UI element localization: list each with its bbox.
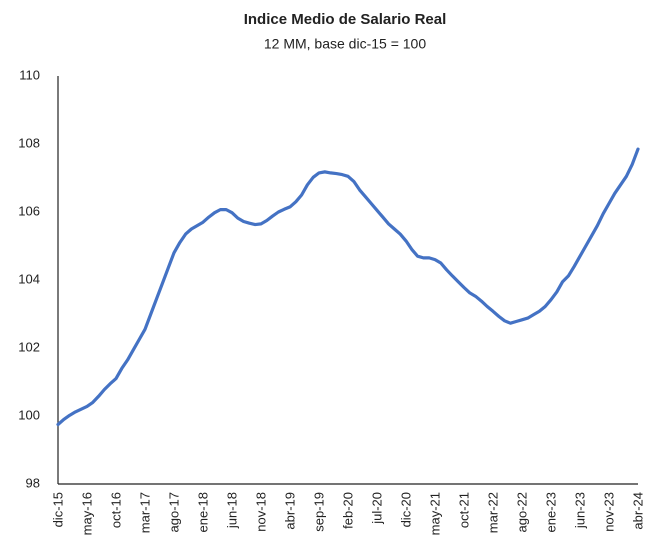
x-tick-label: nov-23 — [601, 492, 616, 532]
x-tick-label: dic-15 — [50, 492, 65, 527]
x-tick-label: ene-23 — [543, 492, 558, 532]
x-tick-label: mar-17 — [137, 492, 152, 533]
x-tick-label: ago-17 — [166, 492, 181, 532]
x-tick-label: may-21 — [427, 492, 442, 535]
x-tick-label: dic-20 — [398, 492, 413, 527]
x-tick-label: jul-20 — [369, 492, 384, 525]
chart-subtitle: 12 MM, base dic-15 = 100 — [264, 36, 426, 52]
x-tick-label: may-16 — [79, 492, 94, 535]
x-tick-label: nov-18 — [253, 492, 268, 532]
x-tick-label: abr-24 — [630, 492, 645, 530]
x-tick-label: abr-19 — [282, 492, 297, 530]
y-tick-label: 108 — [18, 135, 40, 150]
x-tick-label: ene-18 — [195, 492, 210, 532]
y-tick-label: 102 — [18, 339, 40, 354]
x-tick-label: ago-22 — [514, 492, 529, 532]
x-tick-label: mar-22 — [485, 492, 500, 533]
x-tick-label: jun-18 — [224, 492, 239, 529]
chart-title: Indice Medio de Salario Real — [244, 11, 447, 28]
y-tick-label: 110 — [19, 67, 40, 82]
x-tick-label: oct-16 — [108, 492, 123, 528]
y-tick-label: 106 — [18, 203, 40, 218]
x-tick-label: sep-19 — [311, 492, 326, 532]
data-line — [56, 147, 640, 427]
y-tick-label: 98 — [26, 475, 40, 490]
y-tick-label: 100 — [18, 407, 40, 422]
x-tick-label: oct-21 — [456, 492, 471, 528]
x-tick-label: feb-20 — [340, 492, 355, 529]
y-tick-label: 104 — [18, 271, 40, 286]
x-tick-label: jun-23 — [572, 492, 587, 529]
